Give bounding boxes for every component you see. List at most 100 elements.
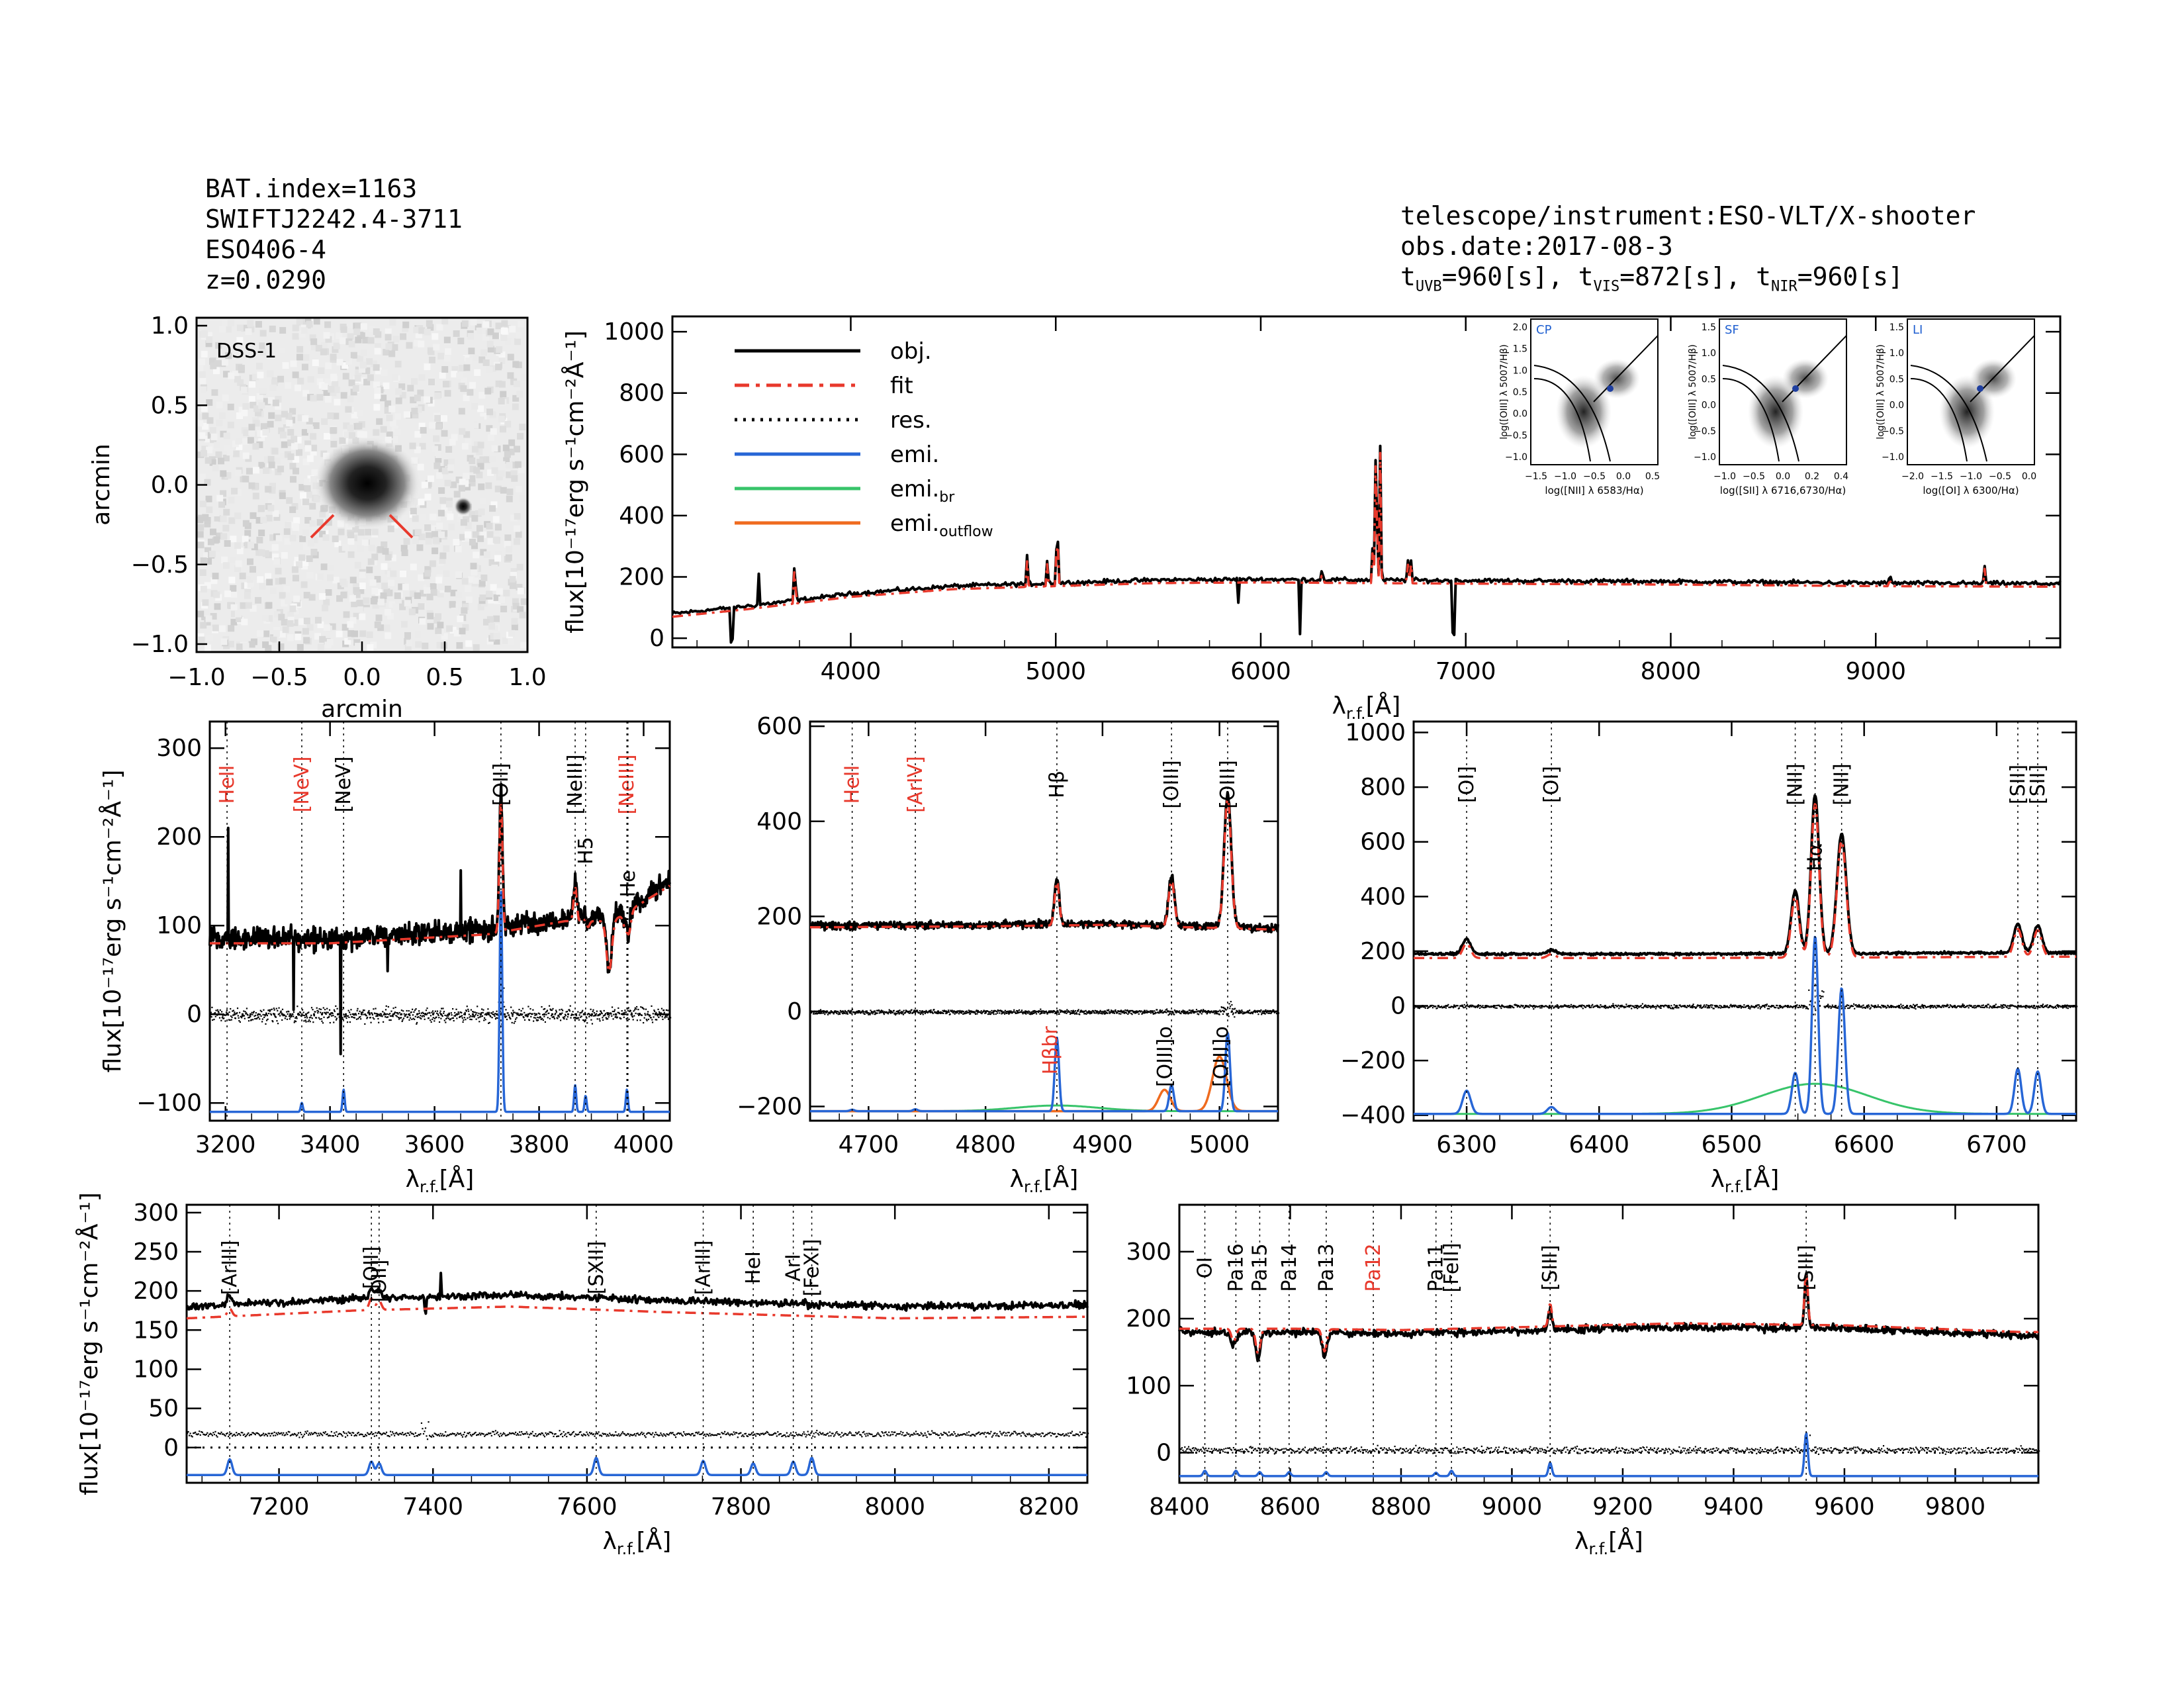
p3-residual-point [1520,1004,1522,1006]
p2-residual-point [1095,1012,1097,1014]
p5-residual-point [1612,1448,1614,1450]
p2-residual-point [933,1011,936,1013]
p3-residual-point [1621,1006,1623,1008]
p5-residual-point [1273,1453,1275,1455]
p1-residual-point [298,1013,300,1015]
p4-residual-point [822,1432,824,1434]
p4-residual-point [927,1430,929,1432]
p4-residual-point [861,1436,863,1438]
p4-residual-point [365,1434,367,1436]
p5-residual-point [1614,1448,1616,1450]
p1-residual-point [601,1013,603,1015]
p1-residual-point [517,1013,520,1015]
p3-residual-point [1453,1004,1455,1006]
p5-residual-point [1465,1449,1467,1451]
p2-residual-point [1083,1013,1085,1015]
p3-residual-point [1686,1005,1688,1007]
p4-residual-point [705,1433,708,1435]
p4-residual-point [738,1432,740,1435]
p3-residual-point [1614,1007,1615,1009]
p3-residual-point [1993,1006,1995,1008]
p4-residual-point [300,1433,302,1436]
p5-residual-point [1938,1446,1940,1448]
p1-residual-point [582,1009,584,1011]
p3-residual-point [1881,1004,1883,1006]
p3-residual-point [1974,1005,1976,1007]
p4-residual-point [346,1434,349,1436]
p4-residual-point [223,1434,226,1436]
p3-residual-point [1753,1006,1756,1009]
p5-residual-point [1629,1452,1631,1454]
p5-residual-point [1400,1447,1402,1449]
p1-residual-point [476,1012,478,1014]
p2-residual-point [1066,1009,1068,1011]
p4-residual-point [463,1434,465,1436]
p5-residual-point [1193,1447,1195,1449]
p1-residual-point [262,1013,264,1015]
p3-residual-point [1897,1006,1899,1008]
p1-marker-label: [NeV] [332,757,355,813]
p1-residual-point [445,1017,447,1020]
p4-residual-point [842,1434,844,1437]
p5-xtick-label: 9600 [1814,1493,1875,1521]
p2-residual-point [833,1013,835,1015]
p5-residual-point [2009,1450,2011,1452]
p3-residual-point [1416,1006,1418,1008]
p3-residual-point [1537,1006,1539,1008]
p1-residual-point [329,1021,331,1024]
p4-residual-point [289,1434,291,1436]
p5-marker-label: [SIII] [1795,1245,1818,1291]
p3-residual-point [1788,1006,1790,1008]
p5-residual-point [1758,1449,1760,1451]
p5-residual-point [1805,1450,1807,1452]
p4-residual-point [502,1433,504,1435]
p3-residual-point [1521,1005,1523,1007]
p4-residual-point [396,1432,398,1434]
p4-marker-label: [SXII] [585,1241,608,1295]
p3-residual-point [1522,1006,1524,1008]
p4-residual-point [1040,1435,1042,1437]
p4-residual-point [799,1434,801,1436]
p5-residual-point [1615,1446,1617,1448]
p1-residual-point [369,1011,371,1014]
p5-residual-point [1312,1448,1315,1450]
p3-residual-point [2070,1005,2072,1007]
p3-residual-point [1758,1006,1760,1008]
p2-residual-point [849,1012,851,1014]
p3-residual-point [1913,1007,1915,1009]
p3-residual-point [1566,1006,1568,1008]
p4-residual-point [723,1432,725,1434]
p2-residual-point [1183,1010,1186,1013]
p1-residual-point [442,1008,444,1009]
p4-residual-point [305,1432,308,1434]
p3-residual-point [2007,1008,2009,1009]
p5-residual-point [1576,1445,1578,1448]
p4-residual-point [594,1435,596,1437]
p5-ytick-label: 100 [1126,1372,1171,1399]
p3-residual-point [2025,1007,2027,1009]
p3-residual-point [1580,1006,1582,1008]
p2-residual-point [880,1009,883,1011]
p1-residual-point [218,1017,221,1019]
p3-residual-point [1752,1006,1754,1008]
p3-residual-point [1575,1006,1577,1008]
p2-residual-point [958,1013,960,1015]
p5-residual-point [1480,1450,1482,1453]
p1-residual-point [475,1018,477,1020]
p5-residual-point [1964,1446,1967,1449]
p1-residual-point [636,1006,638,1008]
p5-residual-point [1467,1448,1469,1450]
p5-residual-point [1672,1452,1674,1454]
p2-ytick-label: 600 [756,713,802,740]
p5-residual-point [1701,1452,1704,1454]
p3-residual-point [1861,1005,1863,1007]
p1-residual-point [461,1017,463,1019]
p4-residual-point [743,1435,745,1438]
p4-residual-point [377,1431,380,1433]
p4-residual-point [911,1434,913,1436]
p5-residual-point [1994,1448,1996,1450]
p1-residual-point [641,1014,643,1016]
p3-residual-point [1525,1006,1527,1008]
p2-residual-point [1265,1009,1267,1011]
p4-residual-point [541,1432,544,1434]
